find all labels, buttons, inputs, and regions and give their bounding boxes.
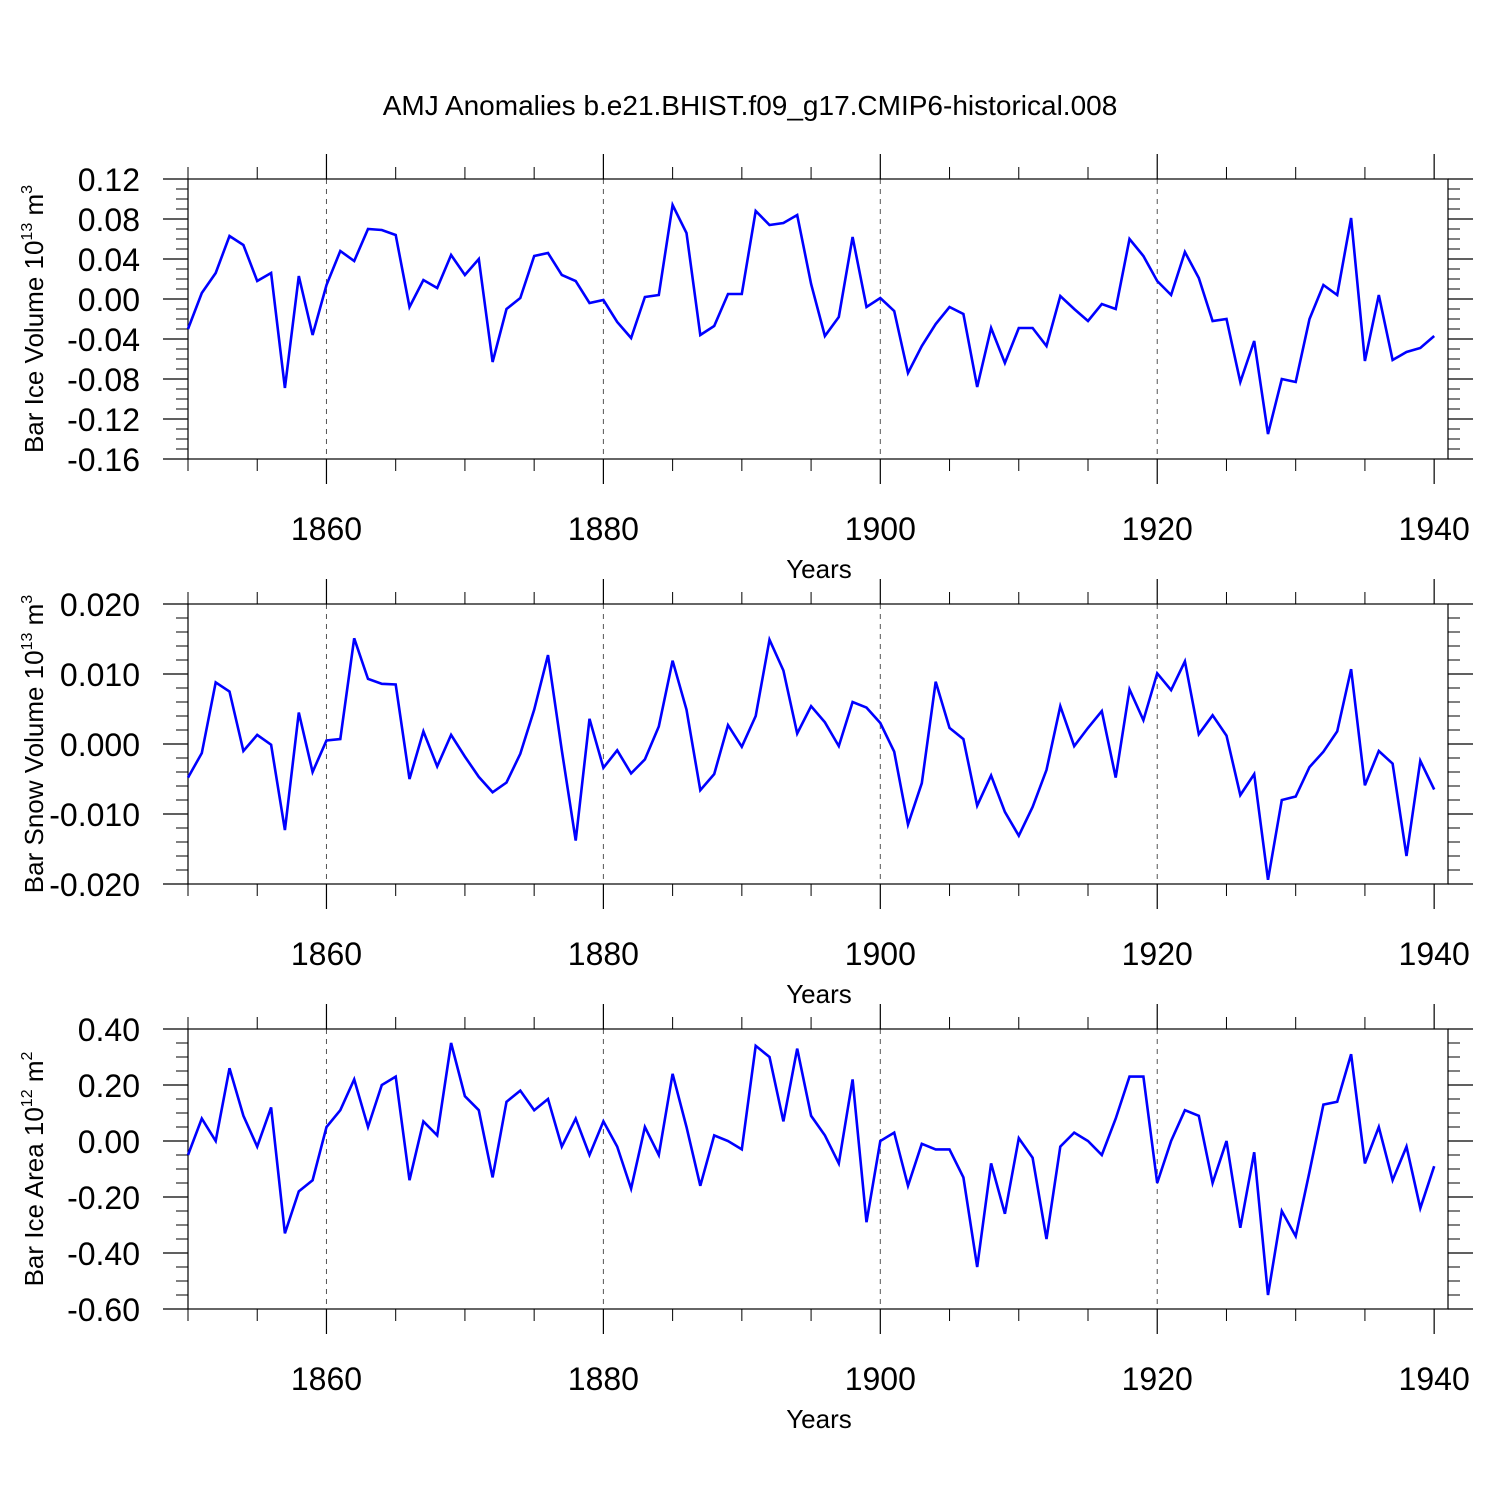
y-axis-title-superscript: 13	[19, 632, 36, 650]
y-tick-label: -0.40	[67, 1236, 140, 1272]
x-tick-label: 1920	[1122, 1361, 1193, 1397]
y-tick-label: -0.12	[67, 402, 140, 438]
x-tick-label: 1920	[1122, 936, 1193, 972]
y-tick-label: 0.20	[78, 1068, 140, 1104]
y-tick-label: -0.60	[67, 1292, 140, 1328]
figure-title: AMJ Anomalies b.e21.BHIST.f09_g17.CMIP6-…	[383, 90, 1118, 121]
y-tick-label: -0.020	[49, 867, 140, 903]
x-tick-label: 1940	[1399, 511, 1470, 547]
y-tick-label: 0.000	[60, 727, 140, 763]
y-tick-label: 0.00	[78, 282, 140, 318]
x-tick-label: 1880	[568, 511, 639, 547]
y-axis-title: Bar Ice Volume 1013 m3	[19, 185, 49, 453]
y-tick-label: 0.08	[78, 202, 140, 238]
x-tick-label: 1900	[845, 1361, 916, 1397]
x-axis-title: Years	[786, 979, 852, 1009]
y-axis-title-part: m	[19, 194, 49, 223]
y-axis-title-superscript: 13	[19, 223, 36, 241]
y-axis-title-part: Bar Snow Volume 10	[19, 650, 49, 893]
x-axis-title: Years	[786, 554, 852, 584]
x-tick-label: 1880	[568, 936, 639, 972]
x-axis-title: Years	[786, 1404, 852, 1434]
y-tick-label: -0.20	[67, 1180, 140, 1216]
y-axis-title-part: Bar Ice Area 10	[19, 1107, 49, 1286]
y-axis-title: Bar Snow Volume 1013 m3	[19, 595, 49, 894]
y-tick-label: -0.010	[49, 797, 140, 833]
y-axis-title-part: m	[19, 1060, 49, 1089]
y-tick-label: 0.00	[78, 1124, 140, 1160]
x-tick-label: 1860	[291, 1361, 362, 1397]
y-tick-label: 0.010	[60, 657, 140, 693]
x-tick-label: 1880	[568, 1361, 639, 1397]
y-tick-label: -0.04	[67, 322, 140, 358]
chart-panel-1: 1860 1880 1900 1920 1940 0.12 0.08 0.04 0.00 -0.0…	[19, 154, 1473, 584]
x-tick-label: 1900	[845, 511, 916, 547]
x-tick-label: 1860	[291, 936, 362, 972]
y-axis-title-superscript: 12	[19, 1089, 36, 1107]
y-axis-title-superscript: 3	[19, 185, 36, 194]
y-tick-label: 0.12	[78, 162, 140, 198]
y-tick-label: -0.16	[67, 442, 140, 478]
chart-panel-3: 1860 1880 1900 1920 1940 0.40 0.20 0.00 -0.20 -0.…	[19, 1004, 1473, 1434]
y-tick-label: -0.08	[67, 362, 140, 398]
panels: 1860 1880 1900 1920 1940 0.12 0.08 0.04 0.00 -0.0…	[19, 154, 1473, 1434]
y-axis-title-superscript: 3	[19, 595, 36, 604]
y-tick-label: 0.04	[78, 242, 140, 278]
data-line	[186, 200, 1436, 435]
y-axis-title: Bar Ice Area 1012 m2	[19, 1051, 49, 1286]
x-tick-label: 1920	[1122, 511, 1193, 547]
x-tick-label: 1900	[845, 936, 916, 972]
chart-panel-2: 1860 1880 1900 1920 1940 0.020 0.010 0.000 -0.01…	[19, 579, 1473, 1009]
y-axis-title-part: Bar Ice Volume 10	[19, 241, 49, 453]
x-tick-label: 1940	[1399, 936, 1470, 972]
x-tick-label: 1860	[291, 511, 362, 547]
x-tick-label: 1940	[1399, 1361, 1470, 1397]
y-axis-title-superscript: 2	[19, 1051, 36, 1060]
y-axis-title-part: m	[19, 604, 49, 633]
data-line	[186, 1042, 1436, 1296]
y-tick-label: 0.020	[60, 587, 140, 623]
y-tick-label: 0.40	[78, 1012, 140, 1048]
data-line	[186, 635, 1436, 881]
